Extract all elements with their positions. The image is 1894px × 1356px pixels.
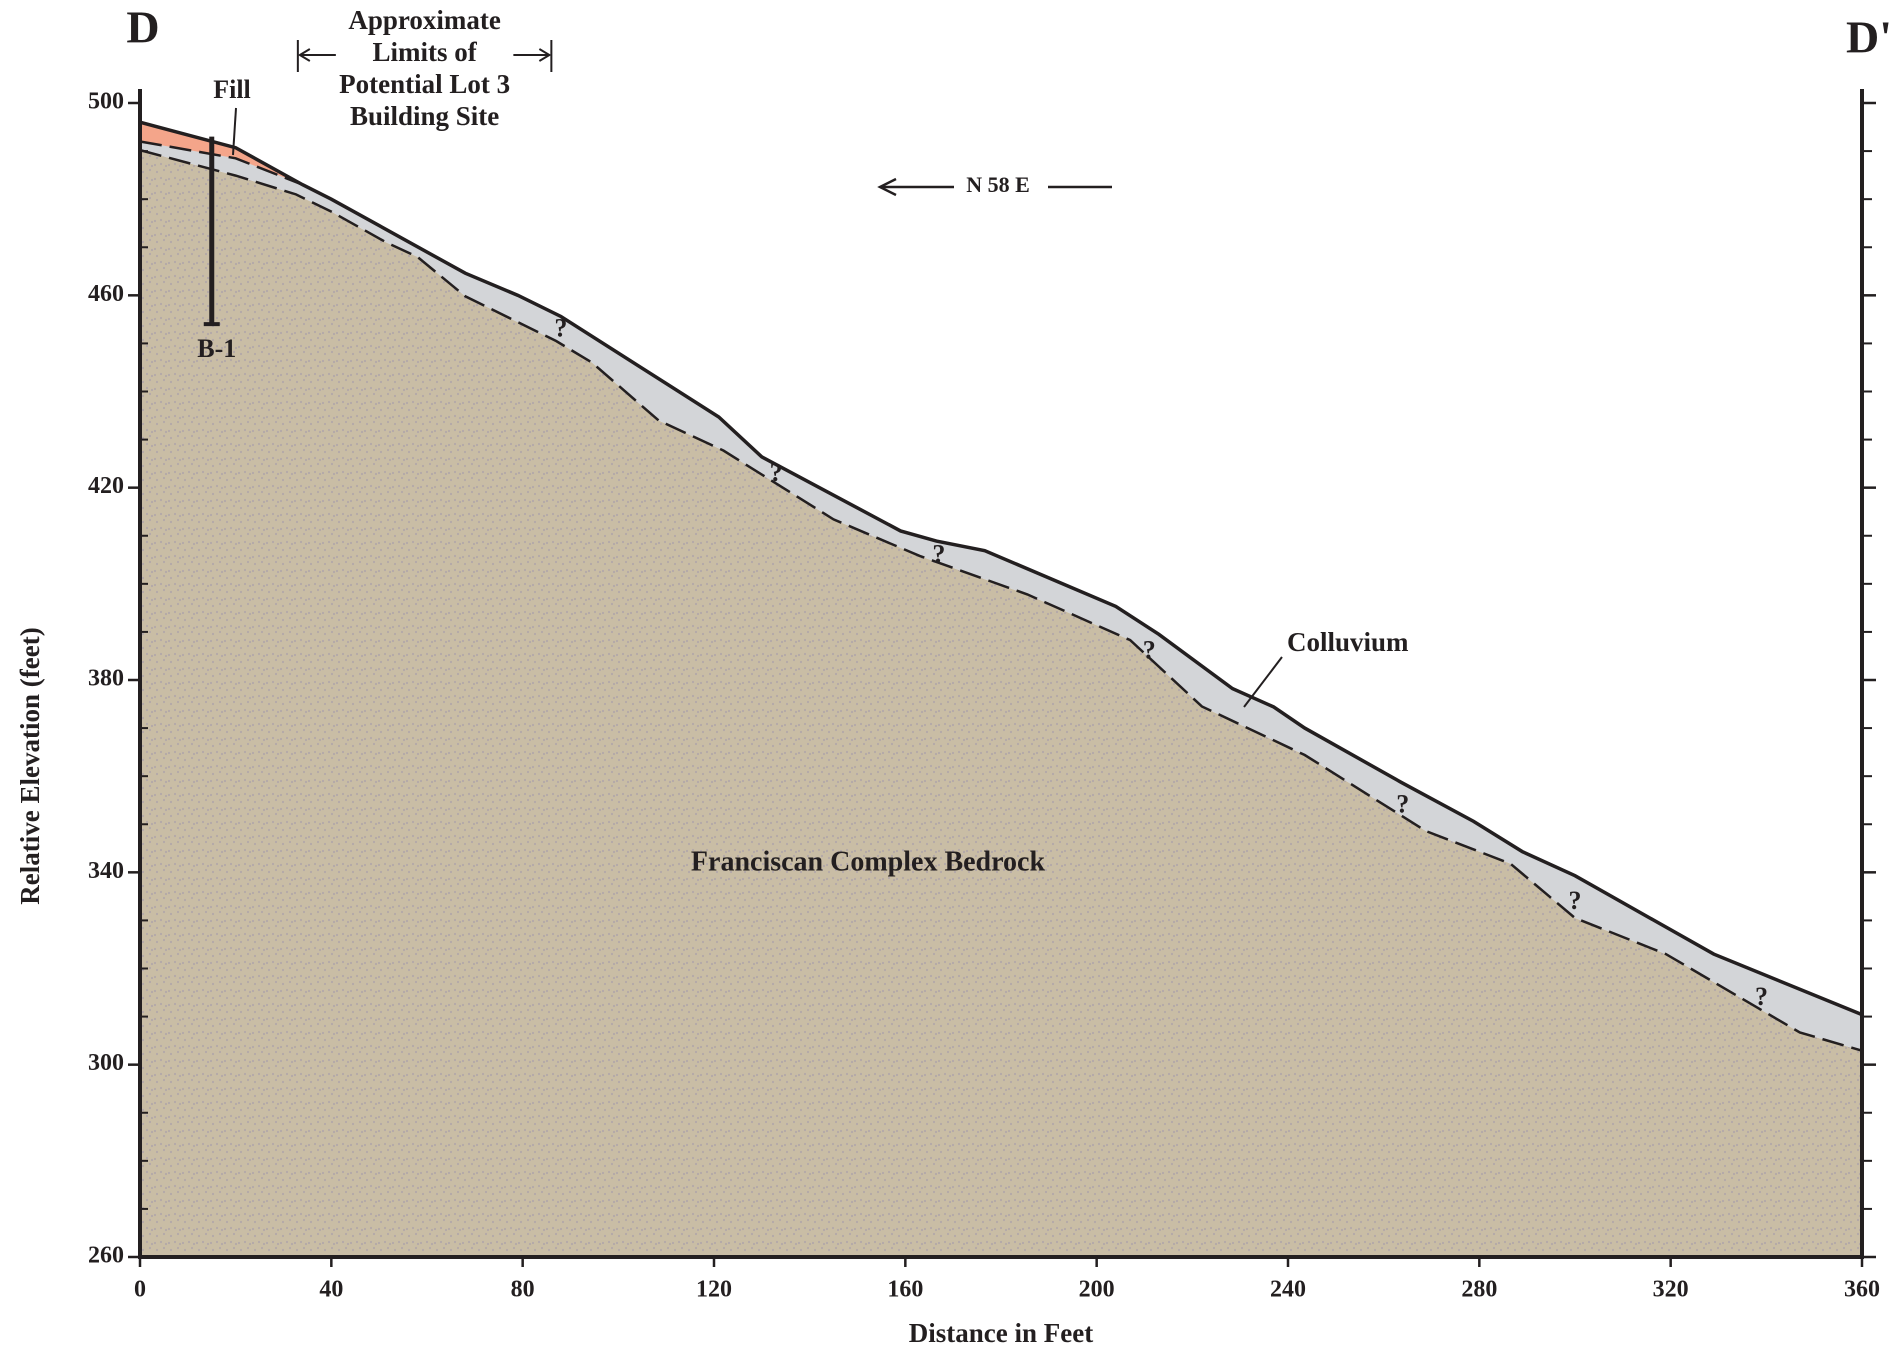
x-axis-title: Distance in Feet [909,1318,1093,1348]
x-tick-label: 80 [511,1277,535,1303]
direction-arrow [877,177,1112,197]
x-tick-label: 280 [1461,1277,1497,1303]
uncertain-contact: ? [770,458,783,487]
x-tick-label: 0 [134,1277,146,1303]
x-tick-label: 160 [887,1277,923,1303]
uncertain-contact: ? [554,314,567,343]
y-tick-label: 460 [88,281,124,307]
site-limits-label: Potential Lot 3 [339,69,510,99]
section-start: D [126,2,159,53]
uncertain-contact: ? [1396,790,1409,819]
x-tick-label: 360 [1844,1277,1880,1303]
direction-label: N 58 E [966,172,1030,197]
y-tick-label: 500 [88,89,124,115]
uncertain-contact: ? [1143,636,1156,665]
y-tick-label: 340 [88,858,124,884]
y-tick-label: 300 [88,1050,124,1076]
layer-label: Franciscan Complex Bedrock [691,846,1046,877]
section-end: D' [1846,12,1892,63]
y-tick-label: 260 [88,1243,124,1269]
uncertain-contact: ? [1755,982,1768,1011]
fill-base [139,140,304,186]
colluvium-area [140,122,1862,1051]
ground-surface [139,120,1863,1017]
layer-label: Fill [213,75,251,104]
y-tick-label: 420 [88,473,124,499]
leader [1243,656,1283,708]
y-axis-title: Relative Elevation (feet) [15,627,45,904]
bedrock-area [140,150,1862,1257]
x-tick-label: 320 [1653,1277,1689,1303]
site-limit-arrows [297,48,552,62]
site-limits-label: Building Site [350,101,499,131]
uncertain-contact: ? [1569,886,1582,915]
layer-label: Colluvium [1287,627,1409,657]
x-tick-label: 120 [696,1277,732,1303]
fill-area [140,122,303,185]
site-limits-label: Approximate [348,5,501,35]
arrow-head [538,48,552,62]
uncertain-contact: ? [932,540,945,569]
x-tick-label: 40 [319,1277,343,1303]
y-tick-label: 380 [88,666,124,692]
arrow-head [297,48,311,62]
bedrock-contact [139,148,1863,1052]
x-tick-label: 200 [1079,1277,1115,1303]
boring-label: B-1 [197,334,236,363]
site-limits-label: Limits of [372,37,477,67]
leader [232,107,237,156]
x-tick-label: 240 [1270,1277,1306,1303]
